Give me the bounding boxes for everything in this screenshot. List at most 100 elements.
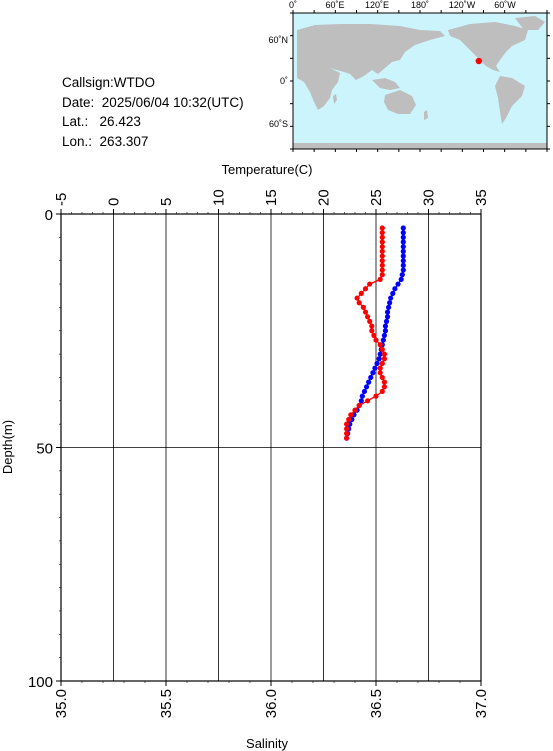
salinity-profile-point [379,388,385,395]
salinity-tick-label: 37.0 [473,689,490,718]
salinity-profile-point [377,342,383,348]
temperature-profile-point [384,314,391,320]
temperature-profile-point [368,374,374,381]
salinity-profile-point [377,276,383,282]
temperature-profile-point [361,388,368,395]
salinity-profile-point [379,225,385,231]
salinity-profile-point [381,351,387,357]
cast-info: Callsign:WTDO Date: 2025/06/04 10:32(UTC… [62,73,244,151]
salinity-profile-point [344,426,350,432]
salinity-profile-point [369,323,375,329]
salinity-profile-point [365,398,371,404]
temperature-profile-point [392,286,398,292]
callsign-text: Callsign:WTDO [62,75,156,90]
salinity-profile-point [362,286,369,292]
temperature-axis-title: Temperature(C) [221,162,312,177]
salinity-profile-point [377,365,383,371]
temperature-profile-point [390,290,396,296]
map-lon-label-120w: 120˚W [449,0,476,10]
temperature-tick-label: 0 [106,198,123,206]
salinity-profile-point [379,267,385,273]
map-lon-label-60e: 60˚E [325,0,344,10]
salinity-profile-point [377,370,383,376]
salinity-profile-point [373,337,379,343]
salinity-profile-point [373,393,379,399]
location-map: 0˚ 60˚E 120˚E 180˚ 120˚W 60˚W 60˚N 0˚ 60… [268,0,550,152]
temperature-profile-point [372,365,378,371]
temperature-tick-label: 30 [421,189,438,206]
salinity-profile-point [344,421,350,427]
salinity-profile-point [360,304,366,310]
temperature-profile-point [400,234,406,240]
salinity-profile-point [367,318,373,325]
eurasia-landmass [297,24,445,80]
temperature-profile-point [380,337,386,343]
greenland-landmass [515,16,545,30]
lat-value: 26.423 [99,114,141,129]
map-labels: 0˚ 60˚E 120˚E 180˚ 120˚W 60˚W 60˚N 0˚ 60… [268,0,516,129]
salinity-profile-point [356,402,362,409]
salinity-profile-point [369,328,375,334]
salinity-profile-point [356,300,362,306]
temperature-profile-point [398,276,404,282]
salinity-profile-point [379,360,385,367]
temperature-tick-label: -5 [53,193,70,206]
date-label: Date: [62,94,95,110]
new-zealand-landmass [424,110,428,120]
salinity-profile-point [352,407,358,413]
salinity-axis-title: Salinity [246,736,288,751]
temperature-profile-point [386,304,392,310]
lon-value: 263.307 [99,133,149,149]
salinity-tick-label: 35.5 [158,689,175,718]
temperature-profile-point [387,300,393,306]
salinity-profile-point [379,374,385,381]
temperature-profile-point [400,230,406,236]
map-lat-label-60s: 60˚S [269,119,288,129]
map-land [293,16,547,149]
salinity-profile-point [379,253,385,259]
temperature-profile-point [381,332,387,339]
date-value: 2025/06/04 10:32(UTC) [101,94,244,110]
salinity-profile-point [354,295,360,301]
temperature-profile-point [366,379,372,385]
salinity-profile-point [381,356,387,362]
temperature-tick-label: 25 [368,189,385,206]
temperature-profile-point [383,318,390,325]
lon-label: Lon.: [62,133,93,149]
temperature-tick-label: 20 [316,189,333,206]
salinity-tick-label: 35.0 [53,689,70,718]
temperature-tick-label: 10 [211,189,228,206]
temperature-profile-point [363,384,370,390]
salinity-profile-point [381,384,387,390]
salinity-profile-point [346,416,352,423]
salinity-profile-point [379,346,385,353]
temperature-profile-point [370,370,376,376]
salinity-profile-point [362,309,369,315]
temperature-profile-point [400,253,406,259]
map-lat-label-0: 0˚ [280,76,288,86]
temperature-profile-point [376,356,382,362]
lat-label: Lat.: [62,114,89,129]
salinity-profile-point [344,435,350,441]
africa-landmass [297,60,340,110]
salinity-profile-point [381,379,387,385]
temperature-tick-label: 15 [263,189,280,206]
salinity-profile-point [358,290,364,296]
salinity-profile-point [379,248,385,254]
australia-landmass [384,90,416,114]
map-lon-label-120e: 120˚E [365,0,389,10]
salinity-profile-point [365,314,371,320]
salinity-profile-point [379,258,385,264]
map-lon-label-60w: 60˚W [494,0,516,10]
antarctica-landmass [293,143,547,149]
salinity-profile-point [379,239,385,245]
salinity-tick-label: 36.0 [263,689,280,718]
temperature-profile-point [400,225,406,231]
temperature-profile-point [382,323,389,329]
salinity-profile-point [379,234,385,240]
station-location-marker [475,57,482,65]
temperature-profile-point [384,309,391,315]
salinity-profile-point [379,244,385,250]
temperature-profile-point [400,244,406,250]
south-america-landmass [495,76,525,124]
